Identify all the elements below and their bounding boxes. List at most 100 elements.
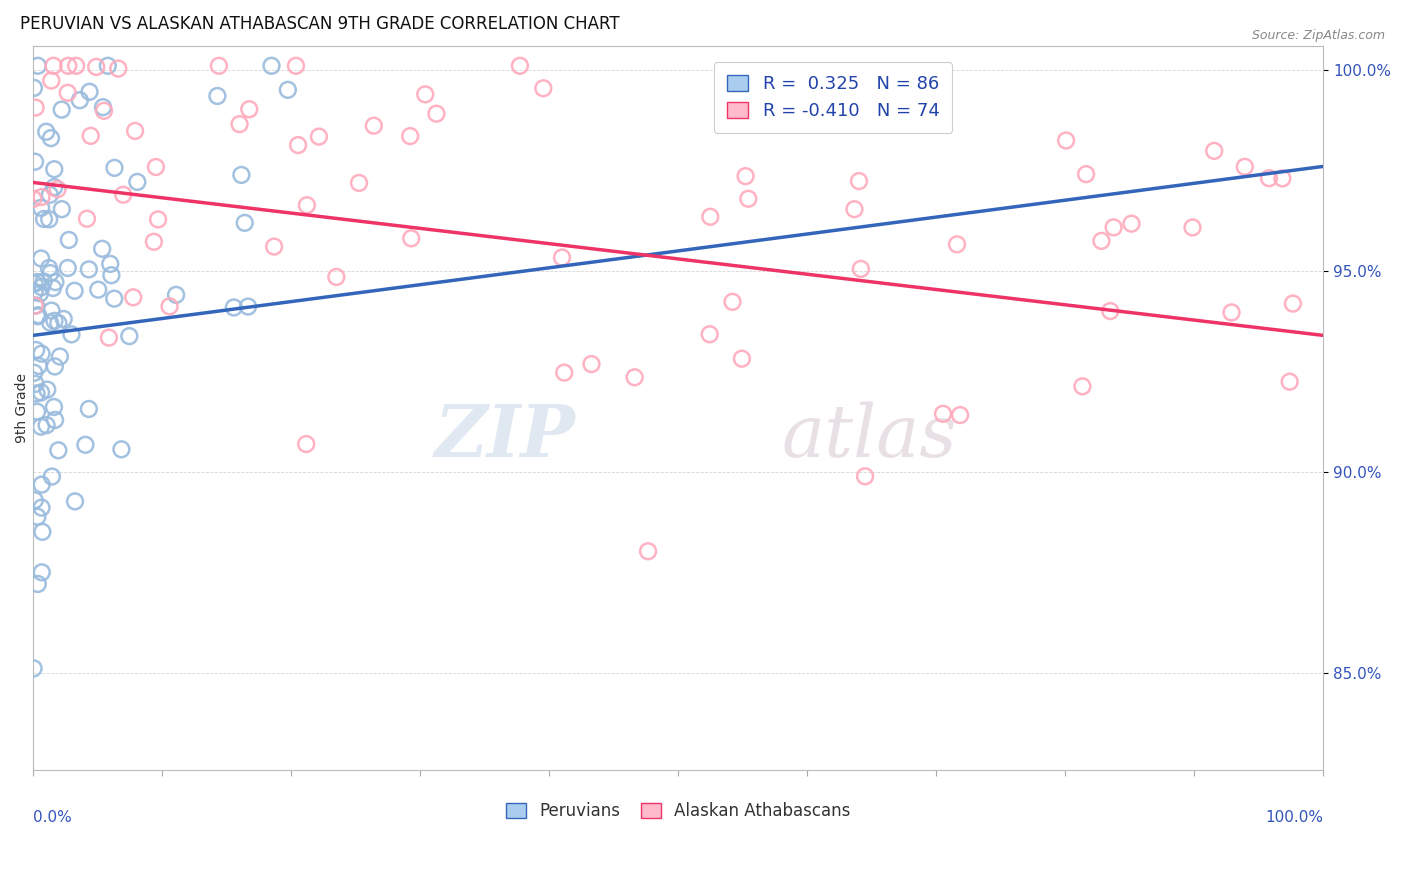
Point [295, 198, 318, 212]
Point [949, 408, 972, 422]
Point [233, 216, 256, 230]
Point [63, 284, 86, 298]
Point [142, 235, 165, 249]
Point [853, 469, 876, 483]
Point [37, 383, 59, 397]
Point [30, 385, 52, 400]
Point [56, 260, 79, 275]
Point [44, 359, 66, 374]
Point [41, 73, 63, 87]
Point [260, 59, 283, 73]
Point [75, 438, 97, 452]
Point [56, 86, 79, 100]
Point [425, 106, 447, 120]
Point [849, 261, 872, 276]
Point [49, 350, 72, 364]
Point [1233, 160, 1256, 174]
Point [38, 261, 60, 276]
Point [41, 303, 63, 318]
Point [65, 59, 87, 73]
Point [22, 661, 45, 675]
Point [308, 129, 330, 144]
Point [31, 347, 53, 361]
Point [35, 125, 58, 139]
Point [325, 269, 347, 284]
Point [25, 298, 48, 312]
Point [76, 211, 98, 226]
Point [98, 257, 121, 271]
Point [277, 83, 299, 97]
Point [25, 275, 48, 289]
Point [228, 117, 250, 131]
Point [207, 89, 229, 103]
Point [42, 281, 65, 295]
Point [844, 202, 866, 216]
Point [27, 59, 49, 73]
Point [38, 212, 60, 227]
Point [721, 294, 744, 309]
Point [103, 292, 125, 306]
Point [118, 329, 141, 343]
Point [27, 310, 49, 324]
Point [1278, 375, 1301, 389]
Point [1271, 171, 1294, 186]
Point [38, 187, 60, 202]
Point [1054, 133, 1077, 147]
Point [84, 60, 107, 74]
Point [30, 252, 52, 266]
Point [146, 212, 169, 227]
Point [27, 509, 49, 524]
Point [100, 268, 122, 283]
Point [24, 277, 46, 291]
Point [44, 314, 66, 328]
Point [347, 176, 370, 190]
Point [91, 242, 114, 256]
Text: 0.0%: 0.0% [34, 810, 72, 825]
Point [27, 359, 49, 373]
Point [946, 237, 969, 252]
Point [22, 81, 45, 95]
Text: ZIP: ZIP [434, 401, 575, 472]
Y-axis label: 9th Grade: 9th Grade [15, 373, 30, 442]
Point [25, 404, 48, 418]
Point [30, 201, 52, 215]
Point [231, 168, 253, 182]
Point [737, 192, 759, 206]
Point [581, 357, 603, 371]
Text: PERUVIAN VS ALASKAN ATHABASCAN 9TH GRADE CORRELATION CHART: PERUVIAN VS ALASKAN ATHABASCAN 9TH GRADE… [20, 15, 620, 33]
Point [46, 443, 69, 458]
Point [63, 494, 86, 508]
Point [122, 290, 145, 304]
Point [35, 418, 58, 433]
Point [222, 301, 245, 315]
Point [553, 366, 575, 380]
Point [91, 100, 114, 114]
Point [699, 327, 721, 342]
Point [51, 202, 73, 216]
Point [1074, 167, 1097, 181]
Point [24, 493, 46, 508]
Point [1121, 217, 1143, 231]
Point [42, 400, 65, 414]
Point [31, 524, 53, 539]
Point [112, 187, 135, 202]
Point [1099, 304, 1122, 318]
Point [236, 300, 259, 314]
Point [24, 154, 46, 169]
Point [103, 161, 125, 175]
Point [51, 103, 73, 117]
Point [60, 327, 83, 342]
Point [69, 93, 91, 107]
Legend: Peruvians, Alaskan Athabascans: Peruvians, Alaskan Athabascans [499, 796, 856, 827]
Point [31, 477, 53, 491]
Point [27, 577, 49, 591]
Point [24, 101, 46, 115]
Point [46, 182, 69, 196]
Point [363, 119, 385, 133]
Point [97, 59, 120, 73]
Point [77, 401, 100, 416]
Point [97, 331, 120, 345]
Point [30, 419, 52, 434]
Point [31, 500, 53, 515]
Point [28, 286, 51, 301]
